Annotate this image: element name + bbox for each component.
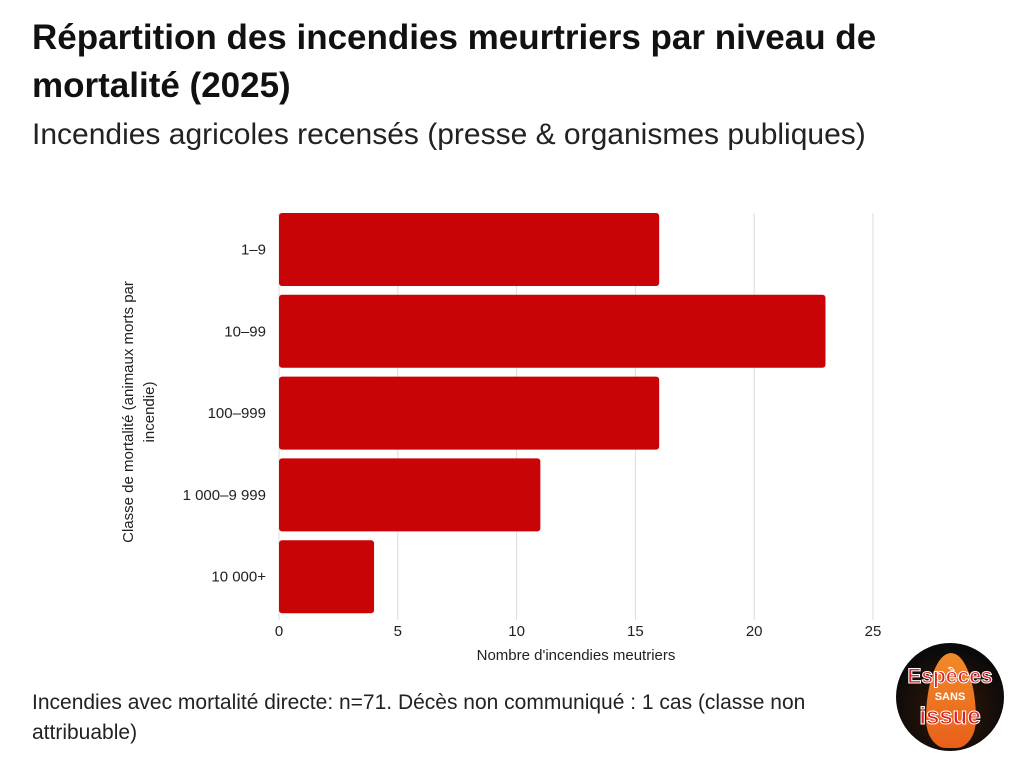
bar — [279, 213, 660, 286]
y-tick-label: 100–999 — [208, 405, 266, 422]
x-tick-label: 15 — [627, 623, 644, 640]
y-axis-label: Classe de mortalité (animaux morts par i… — [120, 281, 158, 543]
chart-subtitle: Incendies agricoles recensés (presse & o… — [32, 118, 866, 151]
x-tick-label: 20 — [746, 623, 763, 640]
especes-sans-issue-logo: Espèces SANS issue — [896, 643, 1004, 751]
x-tick-label: 5 — [394, 623, 402, 640]
y-tick-label: 10 000+ — [211, 569, 266, 586]
x-tick-label: 10 — [508, 623, 525, 640]
bar — [279, 540, 375, 614]
logo-text: issue — [919, 703, 981, 731]
y-axis-label-line2: incendie) — [141, 382, 158, 443]
logo-text: Espèces — [907, 665, 993, 689]
bar — [279, 376, 660, 450]
x-axis-label: Nombre d'incendies meutriers — [477, 647, 676, 664]
logo-text: SANS — [934, 691, 966, 703]
chart-footnote: Incendies avec mortalité directe: n=71. … — [32, 691, 806, 744]
x-tick-label: 0 — [275, 623, 283, 640]
y-tick-label: 10–99 — [224, 323, 266, 340]
bar — [279, 294, 826, 368]
y-tick-label: 1–9 — [241, 242, 266, 259]
y-tick-label: 1 000–9 999 — [183, 487, 266, 504]
x-tick-label: 25 — [865, 623, 882, 640]
bar — [279, 458, 541, 532]
y-axis-label-line1: Classe de mortalité (animaux morts par — [120, 281, 137, 543]
chart-title: Répartition des incendies meurtriers par… — [32, 18, 877, 105]
